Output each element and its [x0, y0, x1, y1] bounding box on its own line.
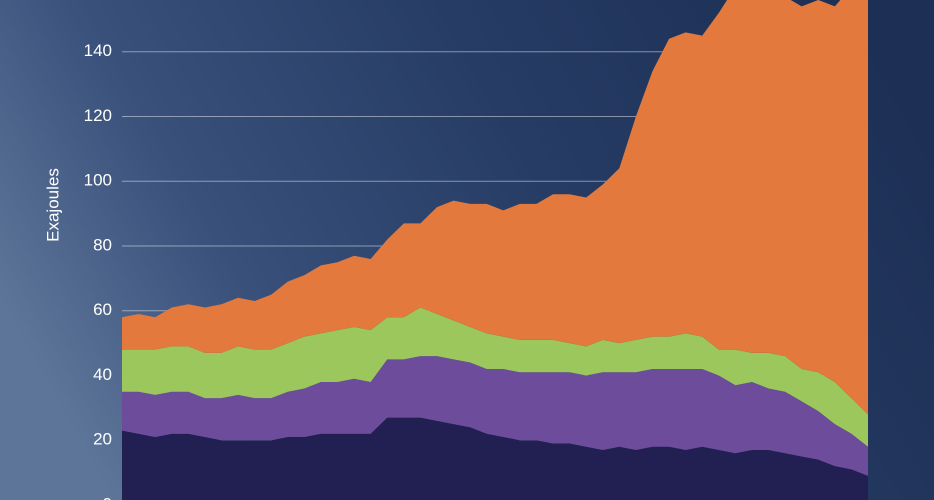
y-tick-label: 140 [84, 41, 112, 60]
area [122, 356, 868, 476]
y-tick-label: 100 [84, 171, 112, 190]
area [122, 307, 868, 447]
y-tick-label: 20 [93, 430, 112, 449]
y-tick-label: 40 [93, 365, 112, 384]
y-tick-label: 0 [103, 494, 112, 500]
y-tick-label: 120 [84, 106, 112, 125]
area [122, 417, 868, 500]
y-tick-label: 60 [93, 300, 112, 319]
area [122, 0, 868, 415]
y-tick-label: 80 [93, 235, 112, 254]
y-axis-label: Exajoules [43, 168, 62, 242]
